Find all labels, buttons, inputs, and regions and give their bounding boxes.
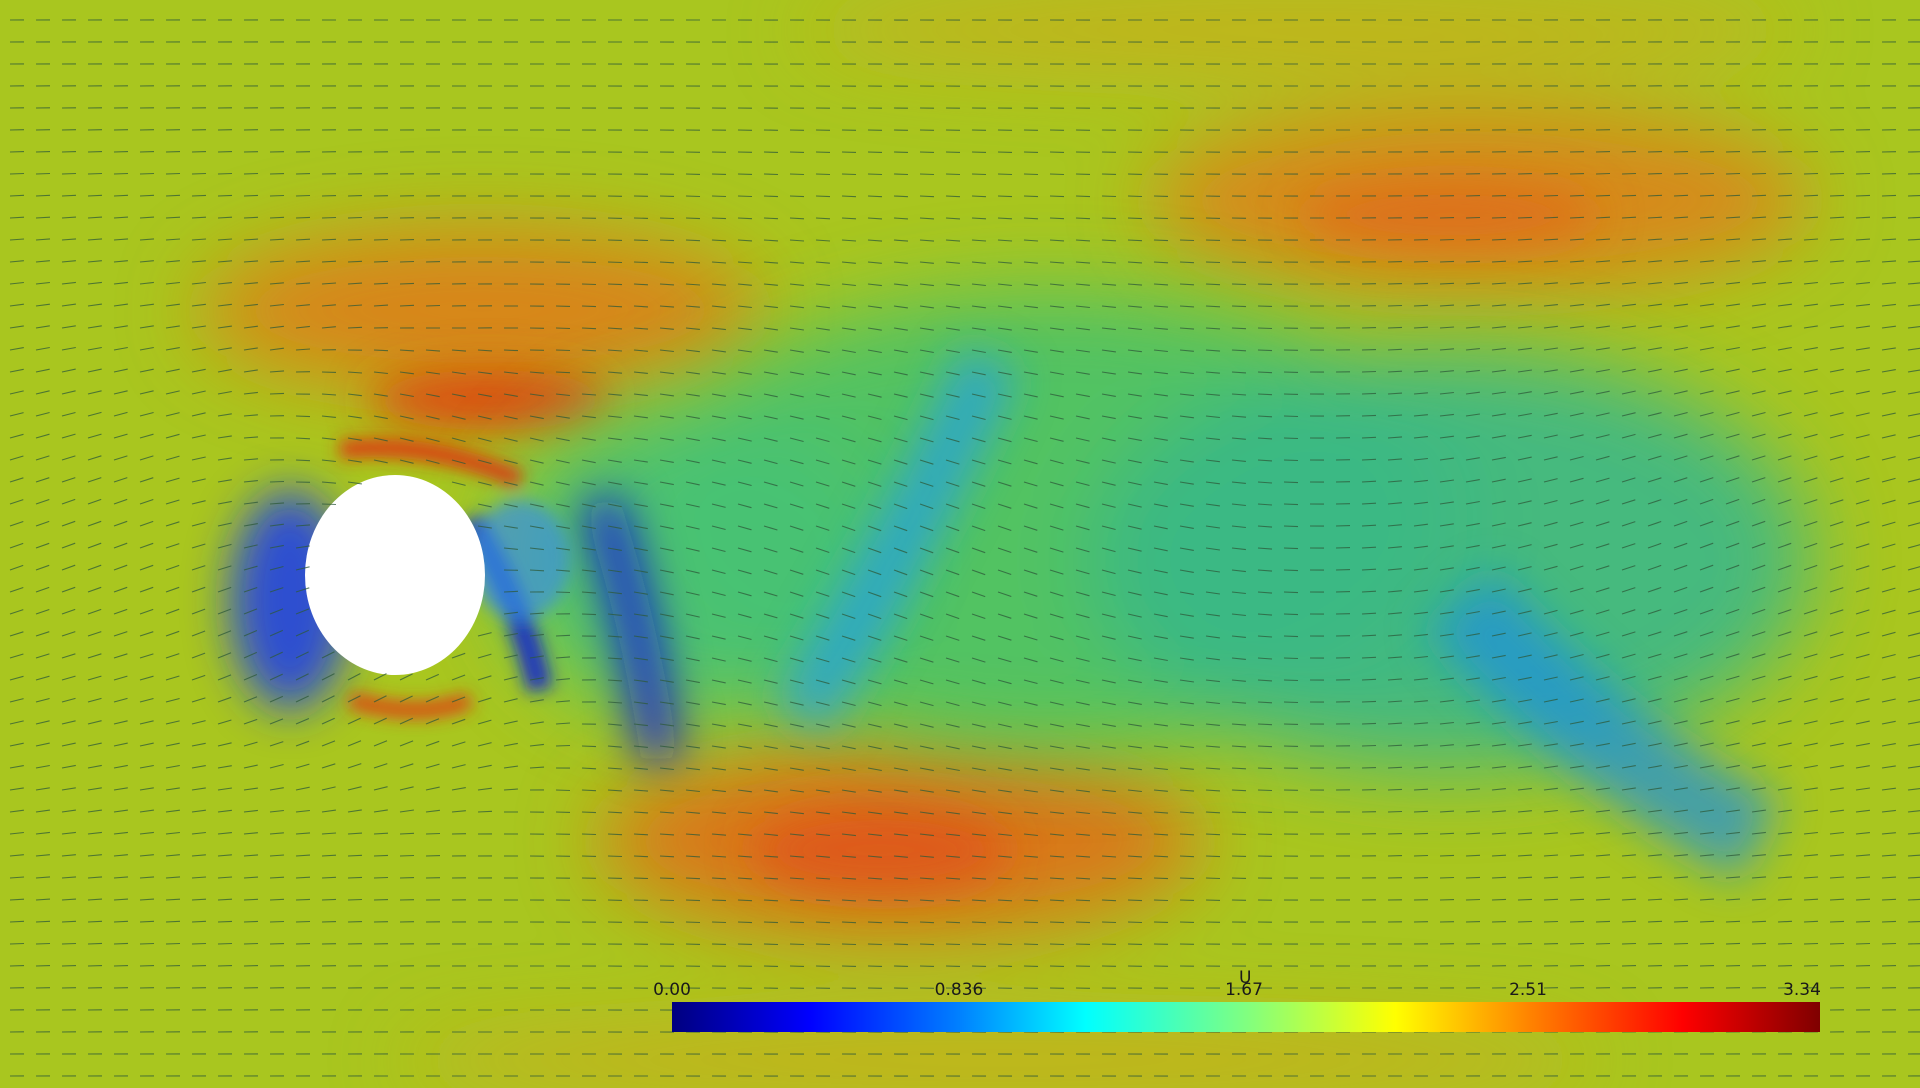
velocity-vectors [9,19,1920,1077]
colorbar-legend: U 0.00 0.836 1.67 2.51 3.34 [653,968,1821,1032]
colorbar-gradient [672,1002,1820,1032]
colorbar-tick-label: 1.67 [1225,980,1263,1000]
colorbar-tick-label: 3.34 [1783,980,1821,1000]
near-wall-turbulence [339,439,570,718]
vector-glyphs [9,19,1920,1077]
colorbar-title: U [1239,968,1252,988]
cylinder-obstacle [305,475,485,675]
colorbar-tick-label: 2.51 [1509,980,1547,1000]
colorbar-tick-label: 0.836 [934,980,984,1000]
colorbar-tick-label: 0.00 [653,980,691,1000]
peak-velocity-regions [370,180,1600,895]
